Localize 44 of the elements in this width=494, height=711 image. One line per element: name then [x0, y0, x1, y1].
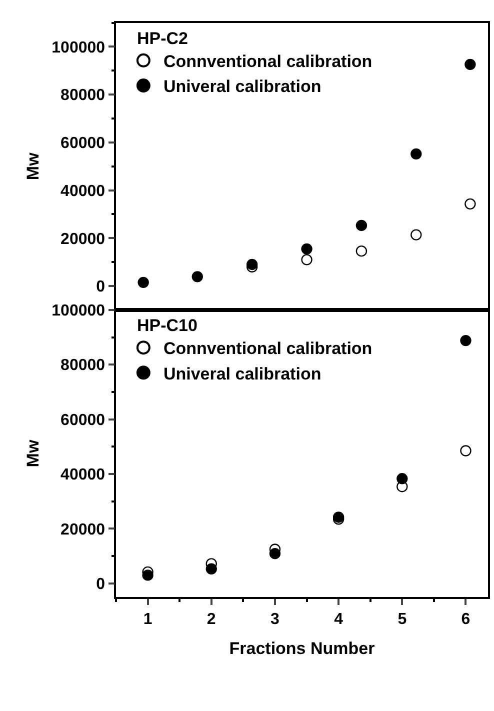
- y-tick-label: 0: [96, 576, 106, 593]
- y-tick-label: 60000: [60, 135, 106, 152]
- x-tick-label: 4: [334, 611, 344, 628]
- point: [246, 258, 258, 270]
- y-tick-label: 20000: [60, 230, 106, 248]
- y-tick-label: 100000: [52, 39, 106, 56]
- chart-title: HP-C10: [137, 316, 198, 335]
- legend-label: Connventional calibration: [163, 339, 372, 358]
- y-tick-label: 40000: [60, 182, 106, 200]
- x-tick-label: 6: [461, 611, 470, 628]
- legend-label: Connventional calibration: [163, 52, 372, 72]
- point: [192, 271, 203, 282]
- point: [138, 276, 149, 288]
- point: [410, 229, 422, 240]
- point: [356, 220, 368, 232]
- y-tick-label: 100000: [52, 302, 106, 320]
- x-axis-title: Fractions Number: [229, 638, 376, 658]
- x-tick-label: 5: [398, 611, 407, 628]
- point: [206, 563, 217, 575]
- y-tick-label: 40000: [60, 466, 106, 484]
- point: [396, 473, 408, 484]
- y-axis-title: Mw: [24, 152, 43, 180]
- point: [460, 445, 472, 456]
- point: [269, 548, 281, 560]
- point: [356, 245, 368, 257]
- y-tick-label: 0: [96, 278, 106, 296]
- point: [142, 570, 154, 581]
- y-tick-label: 60000: [60, 412, 106, 429]
- y-tick-label: 80000: [60, 87, 106, 104]
- point: [464, 198, 476, 210]
- y-axis-title: Mw: [24, 439, 43, 468]
- y-tick-label: 20000: [60, 521, 106, 538]
- x-tick-label: 2: [206, 611, 216, 628]
- point: [410, 148, 422, 160]
- legend-label: Univeral calibration: [163, 364, 322, 384]
- y-tick-label: 80000: [60, 357, 106, 374]
- point: [460, 334, 472, 346]
- point: [301, 243, 312, 255]
- point: [301, 254, 312, 266]
- x-tick-label: 1: [143, 611, 152, 628]
- chart-title: HP-C2: [137, 29, 188, 48]
- legend-label: Univeral calibration: [163, 77, 322, 96]
- point: [464, 58, 476, 70]
- x-tick-label: 3: [270, 611, 280, 628]
